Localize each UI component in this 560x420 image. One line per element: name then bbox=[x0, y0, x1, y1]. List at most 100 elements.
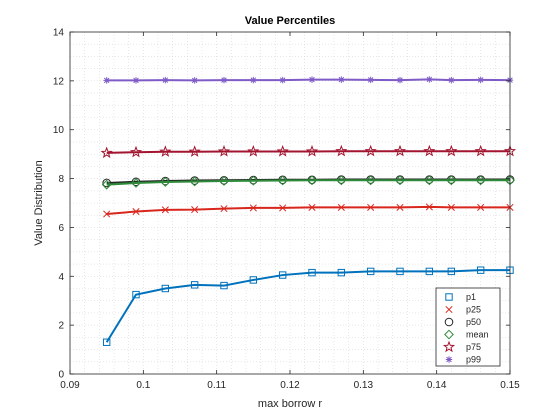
legend-label-p99: p99 bbox=[466, 355, 481, 365]
y-tick-label: 14 bbox=[53, 28, 65, 39]
data-point-p75 bbox=[247, 145, 260, 157]
data-point-p75 bbox=[474, 144, 487, 157]
data-point-mean bbox=[248, 175, 259, 186]
ticks: 0.09 0.1 0.11 0.12 0.13 0.14 0.15 0 2 4 6 8 10 12 14 bbox=[53, 28, 520, 392]
data-point-p1 bbox=[396, 267, 404, 276]
data-point-p1 bbox=[476, 266, 485, 274]
data-point-p25 bbox=[220, 205, 228, 213]
data-point-mean bbox=[307, 175, 317, 186]
data-point-p99 bbox=[308, 76, 316, 83]
data-point-p1 bbox=[102, 338, 111, 346]
series-line-p75 bbox=[106, 150, 510, 154]
data-point-p25 bbox=[161, 206, 169, 214]
data-point-p25 bbox=[396, 203, 404, 211]
data-point-p75 bbox=[335, 144, 348, 157]
data-point-p75 bbox=[217, 145, 231, 157]
data-point-mean bbox=[101, 179, 112, 190]
data-point-p99 bbox=[220, 76, 228, 84]
data-point-p75 bbox=[159, 145, 172, 157]
data-point-p1 bbox=[190, 281, 199, 289]
y-tick-label: 10 bbox=[53, 125, 65, 136]
data-point-p99 bbox=[426, 76, 433, 83]
data-point-p25 bbox=[477, 203, 485, 211]
data-point-p99 bbox=[162, 76, 169, 84]
x-tick-label: 0.12 bbox=[280, 380, 300, 391]
series-p25 bbox=[103, 203, 514, 218]
y-tick-label: 2 bbox=[58, 321, 64, 332]
legend-label-p1: p1 bbox=[466, 292, 476, 302]
data-point-p25 bbox=[367, 203, 375, 211]
y-axis-label: Value Distribution bbox=[33, 160, 45, 245]
legend-marker-p50 bbox=[444, 317, 454, 327]
series-line-p1 bbox=[105, 269, 510, 343]
legend-marker-p75 bbox=[442, 340, 456, 353]
y-tick-label: 8 bbox=[58, 174, 64, 185]
data-point-p25 bbox=[132, 207, 140, 216]
x-axis-label: max borrow r bbox=[258, 398, 323, 410]
data-point-p75 bbox=[129, 145, 143, 158]
x-tick-label: 0.09 bbox=[60, 380, 80, 391]
data-point-p1 bbox=[249, 276, 258, 284]
data-point-p75 bbox=[364, 144, 377, 157]
x-tick-label: 0.15 bbox=[500, 380, 520, 391]
data-point-p75 bbox=[445, 144, 458, 157]
series-p75 bbox=[100, 144, 517, 159]
data-point-p1 bbox=[337, 268, 346, 277]
x-tick-label: 0.1 bbox=[136, 380, 150, 391]
data-point-p25 bbox=[447, 203, 455, 211]
data-point-p75 bbox=[276, 145, 289, 157]
data-point-p25 bbox=[103, 210, 111, 218]
data-point-p99 bbox=[103, 77, 110, 84]
data-point-mean bbox=[395, 175, 405, 186]
data-point-p25 bbox=[191, 206, 199, 214]
data-point-mean bbox=[365, 175, 376, 186]
data-point-p99 bbox=[132, 77, 140, 84]
legend-marker-p25 bbox=[445, 305, 453, 314]
data-point-p75 bbox=[188, 145, 201, 157]
data-point-p99 bbox=[279, 76, 286, 84]
legend: p1 p25 p50 mean p75 p99 bbox=[435, 287, 501, 367]
data-point-p25 bbox=[308, 203, 316, 211]
data-point-p25 bbox=[279, 204, 287, 212]
grid bbox=[70, 32, 510, 374]
data-point-p75 bbox=[305, 145, 319, 157]
legend-marker-p1 bbox=[445, 293, 453, 301]
data-point-p1 bbox=[220, 281, 228, 290]
series-p1 bbox=[102, 266, 514, 346]
data-point-p25 bbox=[249, 204, 257, 212]
y-tick-label: 4 bbox=[58, 272, 64, 283]
data-point-mean bbox=[475, 175, 486, 186]
legend-label-p50: p50 bbox=[466, 317, 481, 327]
data-point-p99 bbox=[448, 76, 455, 84]
data-point-p25 bbox=[337, 203, 345, 211]
data-point-p1 bbox=[425, 267, 434, 276]
y-tick-label: 0 bbox=[58, 370, 64, 381]
x-tick-label: 0.11 bbox=[207, 380, 226, 391]
data-point-p1 bbox=[278, 271, 287, 279]
data-point-p50 bbox=[131, 177, 141, 187]
legend-label-mean: mean bbox=[466, 330, 489, 340]
data-point-p1 bbox=[161, 284, 170, 293]
data-point-p1 bbox=[366, 267, 375, 276]
data-point-p99 bbox=[250, 76, 257, 84]
y-tick-label: 6 bbox=[58, 223, 64, 234]
x-tick-label: 0.14 bbox=[427, 380, 447, 391]
data-point-mean bbox=[446, 175, 457, 186]
legend-box bbox=[435, 287, 501, 367]
legend-label-p75: p75 bbox=[466, 342, 481, 352]
y-tick-label: 12 bbox=[53, 76, 65, 87]
series-mean bbox=[101, 175, 515, 190]
data-point-p99 bbox=[396, 76, 404, 84]
data-point-p1 bbox=[132, 290, 140, 299]
data-point-p50 bbox=[102, 178, 111, 188]
data-point-mean bbox=[189, 176, 200, 187]
data-point-p1 bbox=[447, 267, 456, 276]
legend-label-p25: p25 bbox=[466, 305, 481, 315]
data-point-mean bbox=[131, 178, 141, 188]
data-point-mean bbox=[219, 176, 229, 186]
data-point-mean bbox=[160, 177, 171, 187]
data-point-p75 bbox=[100, 146, 113, 159]
data-point-p99 bbox=[477, 76, 484, 84]
data-point-p1 bbox=[308, 268, 316, 277]
